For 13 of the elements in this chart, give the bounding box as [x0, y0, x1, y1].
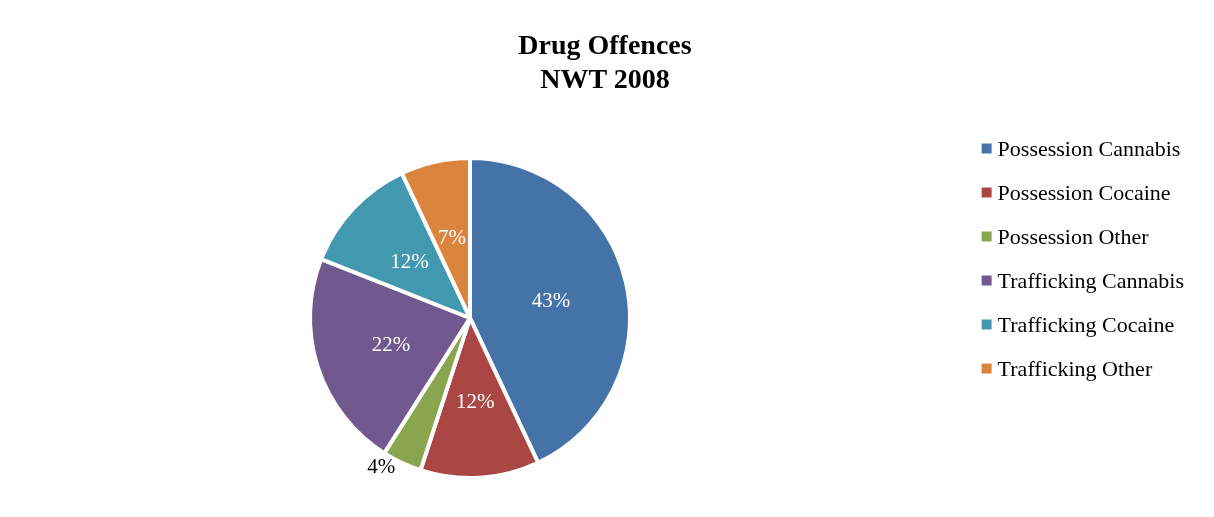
data-label: 22% — [371, 331, 411, 356]
data-label: 12% — [390, 249, 429, 274]
data-label: 4% — [367, 454, 396, 479]
legend-label: Possession Cannabis — [997, 136, 1181, 161]
legend-label: Trafficking Cocaine — [997, 312, 1175, 337]
legend-label: Possession Other — [997, 224, 1150, 249]
data-label: 12% — [455, 388, 495, 413]
chart-title: Drug Offences NWT 2008 — [518, 28, 692, 94]
legend-label: Trafficking Other — [997, 356, 1153, 381]
legend-label: Possession Cocaine — [997, 180, 1171, 205]
data-label: 7% — [437, 225, 466, 249]
data-label: 43% — [531, 287, 571, 312]
legend-label: Trafficking Cannabis — [997, 268, 1185, 293]
